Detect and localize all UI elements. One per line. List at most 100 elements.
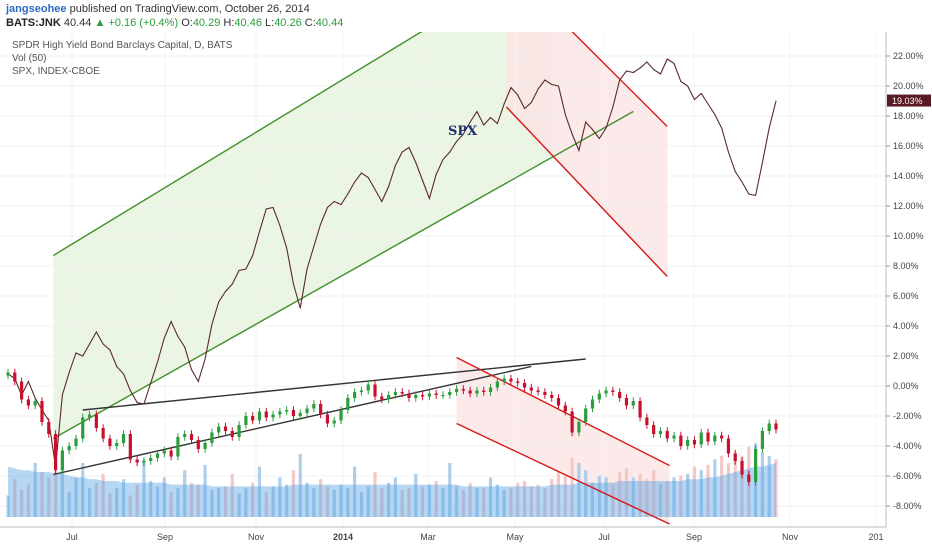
jnk-candle-body <box>115 443 119 446</box>
spx-upper-trendline[interactable] <box>52 32 551 257</box>
price-axis[interactable]: 22.00% 20.00% 18.00% 16.00% 14.00% 12.00% 10.0… <box>885 32 931 527</box>
volume-bar <box>257 466 262 517</box>
jnk-candle-body <box>584 408 588 422</box>
spx-point <box>503 103 505 105</box>
jnk-candle-body <box>495 381 499 388</box>
jnk-candle-body <box>577 422 581 433</box>
jnk-candle-body <box>536 390 540 392</box>
spx-point <box>537 88 539 90</box>
jnk-candle-body <box>570 411 574 433</box>
spx-point <box>700 93 702 94</box>
volume-bar <box>407 488 411 517</box>
volume-bar <box>611 484 615 517</box>
volume-bar <box>550 479 554 517</box>
jnk-candle-body <box>19 381 24 400</box>
jnk-candle-body <box>155 453 160 458</box>
jnk-wedge-upper[interactable] <box>82 358 586 411</box>
spx-point <box>639 67 641 69</box>
volume-bar <box>522 481 527 517</box>
jnk-wedge-lower[interactable] <box>53 365 532 476</box>
volume-bar <box>563 475 567 517</box>
price-tick-label: -2.00% <box>893 411 922 421</box>
volume-bar <box>230 473 234 517</box>
spx-point <box>258 231 260 232</box>
jnk-candle-body <box>475 390 479 394</box>
spx-point <box>544 79 546 81</box>
volume-bar <box>121 479 126 517</box>
time-tick-label: 201 <box>868 532 883 542</box>
spx-point <box>231 283 233 285</box>
jnk-candle-body <box>550 395 554 398</box>
jnk-candle-body <box>108 438 112 446</box>
spx-point <box>598 138 600 139</box>
jnk-candle-body <box>285 410 289 412</box>
volume-bar <box>380 488 384 517</box>
spx-point <box>734 171 736 172</box>
price-tick-label: -8.00% <box>893 501 922 511</box>
spx-point <box>585 121 587 123</box>
spx-point <box>163 337 165 339</box>
jnk-candle-body <box>149 458 153 461</box>
jnk-candle-body <box>400 392 404 394</box>
jnk-candle-body <box>169 450 173 457</box>
spx-point <box>320 223 322 225</box>
volume-bar <box>427 484 431 517</box>
price-tick-label: 8.00% <box>893 261 919 271</box>
volume-ma-area <box>8 463 776 517</box>
jnk-candle-body <box>353 392 357 398</box>
volume-bar <box>19 490 24 517</box>
author-link[interactable]: jangseohee <box>6 3 67 15</box>
volume-bar <box>556 472 561 517</box>
jnk-candle-body <box>468 390 472 394</box>
spx-down-channel-lower[interactable] <box>505 106 668 277</box>
jnk-candles <box>6 368 778 486</box>
spx-point <box>564 114 566 115</box>
spx-point <box>721 127 723 129</box>
spx-point <box>775 100 777 102</box>
current-value-label: 19.03% <box>892 96 923 106</box>
published-text: published on TradingView.com, October 26… <box>69 3 310 15</box>
jnk-candle-body <box>509 378 513 382</box>
price-tick-label: 18.00% <box>893 111 924 121</box>
spx-downtrend-channel-fill <box>506 32 668 277</box>
spx-point <box>191 369 193 370</box>
spx-point <box>123 373 125 375</box>
volume-bar <box>543 488 547 517</box>
spx-point <box>659 73 661 75</box>
volume-bar <box>529 486 533 517</box>
time-tick-label: 2014 <box>333 532 353 542</box>
jnk-down-channel-lower[interactable] <box>456 422 670 525</box>
volume-bar <box>53 448 58 517</box>
spx-point <box>299 307 301 309</box>
time-axis[interactable]: Jul Sep Nov 2014 Mar May Jul Sep Nov 201 <box>0 526 886 542</box>
volume-bar <box>189 482 194 517</box>
jnk-candle-body <box>488 387 493 392</box>
jnk-candle-body <box>747 474 751 482</box>
jnk-candle-body <box>223 426 228 431</box>
volume-bar <box>760 452 765 517</box>
spx-down-channel-upper[interactable] <box>506 32 668 127</box>
volume-bar <box>536 484 540 517</box>
volume-bar <box>94 482 98 517</box>
volume-bar <box>672 477 676 517</box>
change-value: +0.16 (+0.4%) <box>108 17 179 29</box>
jnk-candle-body <box>393 392 397 395</box>
open-label: O: <box>181 17 193 29</box>
price-tick-label: 0.00% <box>893 381 919 391</box>
price-chart[interactable]: 22.00% 20.00% 18.00% 16.00% 14.00% 12.00% 10.0… <box>0 32 932 550</box>
spx-point <box>306 268 308 270</box>
jnk-candle-body <box>339 410 343 421</box>
volume-bar <box>60 466 64 517</box>
spx-point <box>449 151 451 153</box>
spx-point <box>714 114 716 115</box>
jnk-candle-body <box>40 401 44 422</box>
jnk-candle-body <box>407 393 411 398</box>
jnk-down-channel-upper[interactable] <box>456 356 670 467</box>
spx-point <box>333 201 335 202</box>
volume-bar <box>291 470 296 517</box>
volume-bar <box>468 482 472 517</box>
volume-bar <box>604 477 608 517</box>
spx-point <box>476 111 478 112</box>
jnk-candle-body <box>658 431 663 434</box>
jnk-candle-body <box>706 432 710 442</box>
